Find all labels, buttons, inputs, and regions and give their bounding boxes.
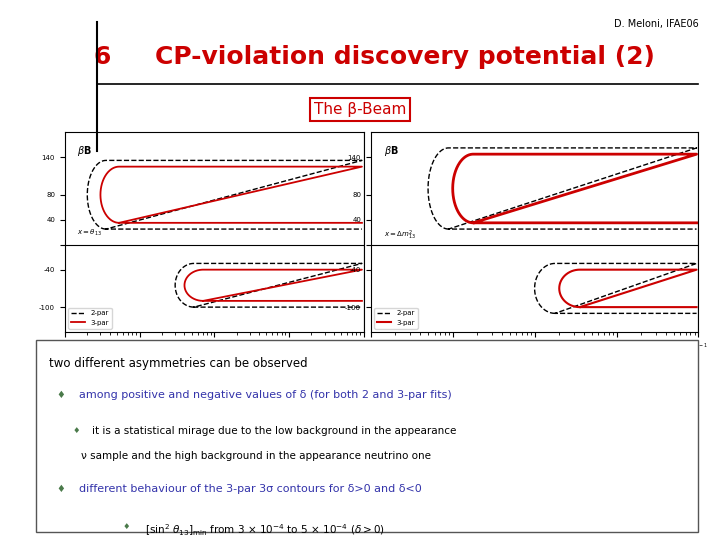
Legend: 2-par, 3-par: 2-par, 3-par bbox=[374, 308, 418, 329]
Text: $x=\theta_{13}$: $x=\theta_{13}$ bbox=[77, 228, 102, 238]
Text: $\beta$B: $\beta$B bbox=[384, 144, 399, 158]
Text: ♦: ♦ bbox=[56, 484, 65, 494]
Text: ν sample and the high background in the appearance neutrino one: ν sample and the high background in the … bbox=[81, 451, 431, 461]
Text: ♦: ♦ bbox=[122, 522, 130, 531]
Text: $x=\Delta m^2_{13}$: $x=\Delta m^2_{13}$ bbox=[384, 228, 416, 241]
Text: ♦: ♦ bbox=[56, 390, 65, 400]
Text: CP-violation discovery potential (2): CP-violation discovery potential (2) bbox=[155, 45, 654, 69]
Text: two different asymmetries can be observed: two different asymmetries can be observe… bbox=[49, 357, 308, 370]
Text: $[\sin^2\,\theta_{13}]_{\rm min}$ from 3 $\times$ 10$^{-4}$ to 5 $\times$ 10$^{-: $[\sin^2\,\theta_{13}]_{\rm min}$ from 3… bbox=[145, 522, 385, 538]
Legend: 2-par, 3-par: 2-par, 3-par bbox=[68, 308, 112, 329]
Text: $\beta$B: $\beta$B bbox=[77, 144, 91, 158]
Text: among positive and negative values of δ (for both 2 and 3-par fits): among positive and negative values of δ … bbox=[79, 390, 452, 400]
Text: it is a statistical mirage due to the low background in the appearance: it is a statistical mirage due to the lo… bbox=[92, 427, 456, 436]
X-axis label: $\sin^2(\theta_{13})$: $\sin^2(\theta_{13})$ bbox=[516, 359, 554, 373]
Text: 6: 6 bbox=[94, 45, 111, 69]
X-axis label: $\sin^2(\theta_{13})$: $\sin^2(\theta_{13})$ bbox=[195, 359, 233, 373]
FancyBboxPatch shape bbox=[36, 340, 698, 532]
Text: different behaviour of the 3-par 3σ contours for δ>0 and δ<0: different behaviour of the 3-par 3σ cont… bbox=[79, 484, 422, 494]
Text: ♦: ♦ bbox=[73, 427, 80, 435]
Text: D. Meloni, IFAE06: D. Meloni, IFAE06 bbox=[613, 19, 698, 29]
Text: The β-Beam: The β-Beam bbox=[314, 102, 406, 117]
